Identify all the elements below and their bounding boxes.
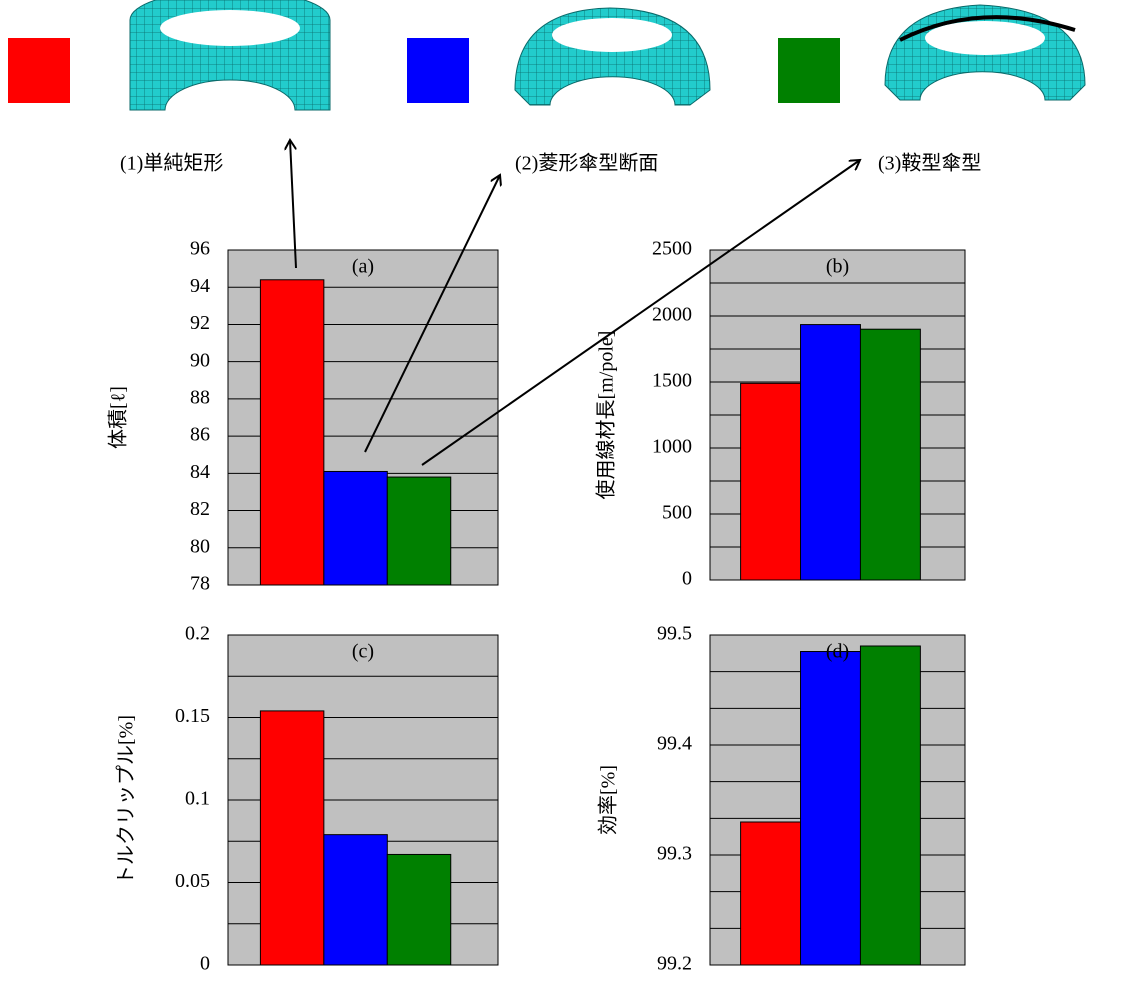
bar [741, 383, 801, 580]
arrow [290, 140, 296, 268]
chart: 99.2 99.3 99.4 99.5 (d) 効率[%] [597, 623, 965, 975]
y-tick-label: 0.2 [185, 623, 210, 645]
y-tick-label: 2000 [652, 304, 692, 326]
y-axis-label: 効率[%] [597, 765, 620, 835]
y-tick-label: 0.1 [185, 788, 210, 810]
y-tick-label: 500 [662, 502, 692, 524]
legend-label: (1)単純矩形 [120, 152, 223, 175]
y-axis-label: 体積[ℓ] [107, 386, 130, 449]
figure: (1)単純矩形 (2)菱形傘型断面 (3)鞍型傘型 78 80 82 84 86 88 90 92 9… [0, 0, 1126, 985]
bar [860, 329, 920, 580]
page: (1)単純矩形 (2)菱形傘型断面 (3)鞍型傘型 78 80 82 84 86 88 90 92 9… [0, 0, 1126, 990]
y-tick-label: 86 [190, 424, 210, 446]
y-tick-label: 0.15 [175, 705, 210, 727]
bar [324, 835, 387, 965]
y-tick-label: 92 [190, 312, 210, 334]
legend-label: (2)菱形傘型断面 [515, 152, 658, 175]
bar [741, 822, 801, 965]
y-tick-label: 96 [190, 238, 210, 260]
bar [801, 325, 861, 580]
y-tick-label: 2500 [652, 238, 692, 260]
legend-swatch [407, 38, 469, 103]
y-tick-label: 80 [190, 535, 210, 557]
y-tick-label: 0 [200, 953, 210, 975]
bar [260, 711, 323, 965]
chart: 78 80 82 84 86 88 90 92 94 96 (a) 体積[ℓ] [107, 238, 498, 595]
legend-label: (3)鞍型傘型 [878, 152, 981, 175]
bar [387, 477, 450, 585]
model-images [130, 0, 1085, 110]
bar [324, 471, 387, 585]
y-tick-label: 0.05 [175, 870, 210, 892]
y-tick-label: 99.5 [657, 623, 692, 645]
y-tick-label: 0 [682, 568, 692, 590]
y-tick-label: 78 [190, 573, 210, 595]
legend-swatch [778, 38, 840, 103]
bar [860, 646, 920, 965]
y-tick-label: 82 [190, 498, 210, 520]
y-tick-label: 1000 [652, 436, 692, 458]
legend-swatch [8, 38, 70, 103]
chart-title: (d) [826, 641, 849, 663]
chart-title: (a) [352, 256, 374, 278]
y-tick-label: 88 [190, 386, 210, 408]
chart: 0 500 1000 1500 2000 2500 (b) 使用線材長[m/pole] [595, 238, 965, 590]
y-axis-label: 使用線材長[m/pole] [595, 331, 618, 500]
bar [387, 854, 450, 965]
chart: 0 0.05 0.1 0.15 0.2 (c) トルクリップル[%] [115, 623, 498, 975]
y-tick-label: 84 [190, 461, 210, 483]
chart-title: (c) [352, 641, 374, 663]
chart-title: (b) [826, 256, 849, 278]
y-axis-label: トルクリップル[%] [115, 715, 138, 885]
bar [260, 280, 323, 585]
y-tick-label: 1500 [652, 370, 692, 392]
y-tick-label: 99.3 [657, 843, 692, 865]
y-tick-label: 90 [190, 349, 210, 371]
y-tick-label: 99.4 [657, 733, 692, 755]
bar [801, 652, 861, 966]
y-tick-label: 94 [190, 275, 210, 297]
y-tick-label: 99.2 [657, 953, 692, 975]
